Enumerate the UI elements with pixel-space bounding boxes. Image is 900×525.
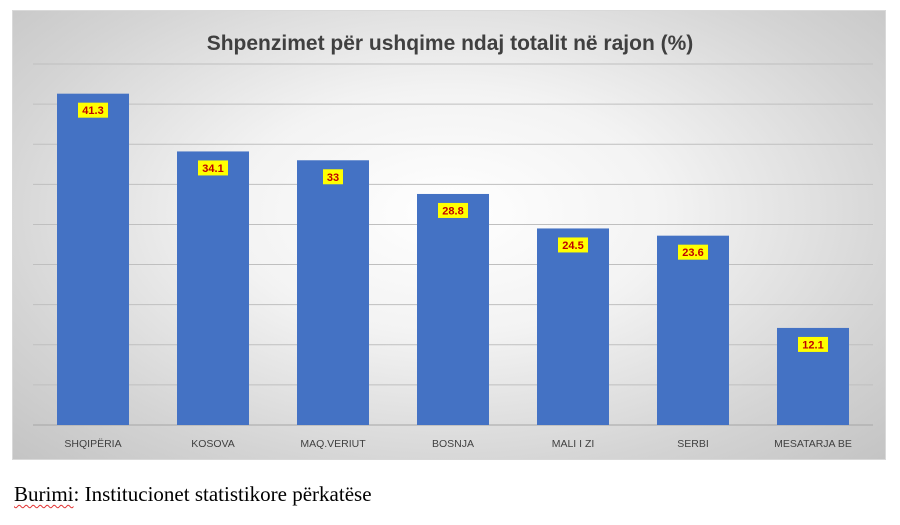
source-prefix: Burimi <box>14 482 74 506</box>
bars <box>57 93 849 426</box>
chart-title: Shpenzimet për ushqime ndaj totalit në r… <box>207 32 694 55</box>
bar-chart: Shpenzimet për ushqime ndaj totalit në r… <box>33 32 873 450</box>
category-label: SHQIPËRIA <box>64 438 121 450</box>
bar <box>417 193 489 425</box>
category-label: SERBI <box>677 438 709 450</box>
data-label-background <box>798 336 828 352</box>
data-label-background <box>198 160 228 176</box>
data-label: 41.3 <box>82 105 103 117</box>
data-labels: 41.3 34.1 33 28.8 24.5 23.6 12.1 <box>78 102 828 352</box>
bar <box>657 235 729 425</box>
bar <box>57 93 129 425</box>
source-text: : Institucionet statistikore përkatëse <box>73 482 372 506</box>
data-label: 12.1 <box>802 339 823 351</box>
data-label: 23.6 <box>682 247 703 259</box>
data-label-background <box>78 102 108 118</box>
data-label-background <box>438 202 468 218</box>
category-label: MAQ.VERIUT <box>300 438 366 450</box>
category-label: KOSOVA <box>191 438 235 450</box>
category-label: MESATARJA BE <box>774 438 852 450</box>
data-label-background <box>678 244 708 260</box>
data-label-background <box>323 169 343 185</box>
bar <box>177 151 249 426</box>
category-labels: SHQIPËRIA KOSOVA MAQ.VERIUT BOSNJA MALI I ZI… <box>64 438 851 450</box>
data-label: 24.5 <box>562 240 583 252</box>
data-label: 28.8 <box>442 205 463 217</box>
data-label: 33 <box>327 172 339 184</box>
source-note: Burimi: Institucionet statistikore përka… <box>14 482 372 507</box>
data-label: 34.1 <box>202 163 223 175</box>
data-label-background <box>558 237 588 253</box>
bar <box>297 160 369 425</box>
bar <box>537 228 609 425</box>
category-label: BOSNJA <box>432 438 474 450</box>
category-label: MALI I ZI <box>552 438 595 450</box>
chart-area: Shpenzimet për ushqime ndaj totalit në r… <box>12 10 886 460</box>
